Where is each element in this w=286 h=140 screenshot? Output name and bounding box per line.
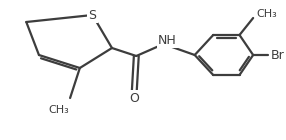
Text: CH₃: CH₃ [256, 9, 277, 19]
Text: NH: NH [158, 33, 177, 46]
Text: Br: Br [271, 48, 284, 61]
Text: O: O [130, 92, 139, 104]
Text: S: S [88, 9, 96, 22]
Text: CH₃: CH₃ [48, 105, 69, 115]
